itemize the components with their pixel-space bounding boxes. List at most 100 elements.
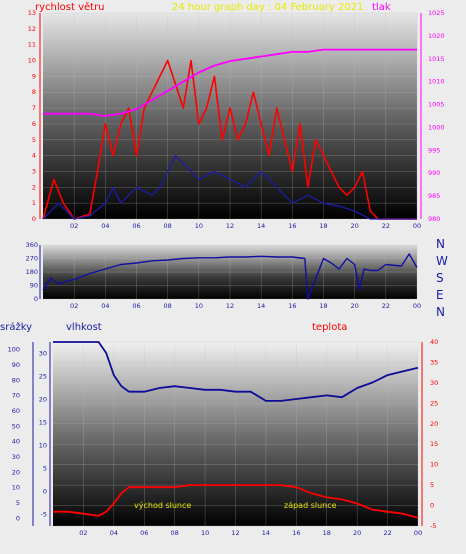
x-tick-label: 00 (413, 302, 421, 310)
x-tick-label: 14 (257, 302, 265, 310)
x-tick-label: 14 (262, 529, 270, 537)
wind-tick-label: 1 (32, 199, 36, 207)
wind-gust-series (42, 154, 417, 220)
wind-tick-label: 3 (32, 167, 36, 175)
pressure-tick-label: 995 (428, 146, 440, 154)
wind-tick-label: 13 (28, 9, 36, 17)
rain-tick-label: 30 (12, 453, 20, 461)
compass-n-bottom: N (436, 305, 445, 319)
wind-direction-plot-area (43, 245, 417, 299)
x-tick-label: 10 (195, 222, 203, 230)
compass-s: S (436, 271, 444, 285)
x-tick-label: 18 (319, 302, 327, 310)
x-tick-label: 22 (383, 529, 391, 537)
wind-tick-label: 6 (32, 120, 36, 128)
x-tick-label: 00 (413, 222, 421, 230)
wind-speed-axis-title: rychlost větru (35, 1, 105, 13)
rain-tick-label: 5 (16, 499, 20, 507)
x-tick-label: 08 (164, 302, 172, 310)
direction-tick-label: 270 (26, 255, 38, 263)
rain-tick-label: 60 (12, 407, 20, 415)
x-tick-label: 20 (351, 222, 359, 230)
x-tick-label: 08 (164, 222, 172, 230)
pressure-tick-label: 1000 (428, 123, 445, 131)
x-tick-label: 10 (195, 302, 203, 310)
sunset-label: západ slunce (284, 501, 337, 510)
wind-tick-label: 10 (28, 57, 36, 65)
wind-tick-label: 2 (32, 183, 36, 191)
x-tick-label: 04 (101, 222, 109, 230)
humidity-tick-label: -5 (41, 511, 47, 519)
humidity-tick-label: 30 (39, 350, 47, 358)
rain-tick-label: 90 (12, 361, 20, 369)
rain-tick-label: 20 (12, 468, 20, 476)
x-tick-label: 02 (79, 529, 87, 537)
x-tick-label: 04 (101, 302, 109, 310)
temperature-tick-label: 35 (430, 358, 438, 366)
temperature-tick-label: 10 (430, 461, 438, 469)
x-tick-label: 16 (288, 302, 296, 310)
x-tick-label: 00 (414, 529, 422, 537)
rain-tick-label: 40 (12, 438, 20, 446)
rain-tick-label: 100 (8, 346, 20, 354)
wind-speed-series (42, 59, 417, 220)
rain-tick-label: 50 (12, 422, 20, 430)
chart-title: 24 hour graph day : 04 February 2021 (172, 2, 363, 13)
temperature-tick-label: 30 (430, 379, 438, 387)
x-tick-label: 04 (110, 529, 118, 537)
wind-tick-label: 12 (28, 25, 36, 33)
humidity-series (53, 341, 419, 402)
temperature-tick-label: 15 (430, 440, 438, 448)
x-tick-label: 12 (226, 222, 234, 230)
compass-w: W (436, 254, 448, 268)
pressure-tick-label: 985 (428, 192, 440, 200)
wind-tick-label: 8 (32, 88, 36, 96)
pressure-tick-label: 1020 (428, 32, 445, 40)
wind-tick-label: 11 (28, 41, 36, 49)
direction-tick-label: 90 (30, 282, 38, 290)
temperature-axis-title: teplota (312, 322, 347, 333)
wind-tick-label: 7 (32, 104, 36, 112)
x-tick-label: 02 (70, 302, 78, 310)
temperature-series (53, 484, 419, 519)
x-tick-label: 18 (323, 529, 331, 537)
x-tick-label: 12 (226, 302, 234, 310)
x-tick-label: 08 (171, 529, 179, 537)
x-tick-label: 18 (319, 222, 327, 230)
pressure-series (43, 48, 417, 117)
temperature-tick-label: -5 (430, 522, 436, 530)
temperature-tick-label: 25 (430, 399, 438, 407)
humidity-tick-label: 15 (39, 419, 47, 427)
humidity-tick-label: 25 (39, 373, 47, 381)
rain-tick-label: 0 (16, 514, 20, 522)
wind-tick-label: 5 (32, 136, 36, 144)
temperature-tick-label: 0 (430, 502, 434, 510)
rain-tick-label: 80 (12, 376, 20, 384)
rain-tick-label: 10 (12, 484, 20, 492)
sunrise-label: východ slunce (134, 501, 191, 510)
x-tick-label: 22 (382, 222, 390, 230)
x-tick-label: 06 (132, 302, 140, 310)
x-tick-label: 14 (257, 222, 265, 230)
rain-tick-label: 70 (12, 392, 20, 400)
wind-tick-label: 0 (32, 215, 36, 223)
direction-tick-label: 180 (26, 268, 38, 276)
x-tick-label: 16 (288, 222, 296, 230)
x-tick-label: 16 (292, 529, 300, 537)
x-tick-label: 02 (70, 222, 78, 230)
x-tick-label: 06 (132, 222, 140, 230)
pressure-tick-label: 980 (428, 215, 440, 223)
x-tick-label: 10 (201, 529, 209, 537)
x-tick-label: 06 (140, 529, 148, 537)
wind-tick-label: 9 (32, 72, 36, 80)
temperature-tick-label: 20 (430, 420, 438, 428)
pressure-tick-label: 1005 (428, 101, 445, 109)
pressure-axis-title: tlak (372, 2, 391, 13)
humidity-tick-label: 5 (43, 465, 47, 473)
compass-e: E (436, 288, 444, 302)
pressure-tick-label: 990 (428, 169, 440, 177)
x-tick-label: 12 (231, 529, 239, 537)
pressure-tick-label: 1015 (428, 55, 445, 63)
direction-tick-label: 0 (34, 295, 38, 303)
